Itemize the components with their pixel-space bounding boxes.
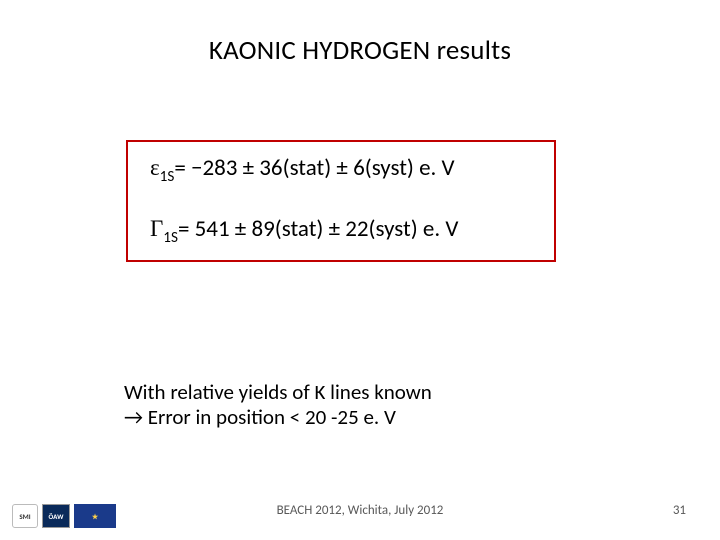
yield-note-line1: With relative yields of K lines known <box>124 380 432 405</box>
gamma-subscript: 1S <box>163 229 178 247</box>
slide-title: KAONIC HYDROGEN results <box>0 34 720 67</box>
page-number: 31 <box>673 503 686 518</box>
logo-smi: SMI <box>12 504 38 528</box>
yield-note-line2: → Error in position < 20 -25 e. V <box>124 405 432 430</box>
yield-note: With relative yields of K lines known → … <box>124 380 432 430</box>
gamma-value-text: = 541 ± 89(stat) ± 22(syst) e. V <box>178 215 458 243</box>
logo-oaw: ÖAW <box>42 504 70 528</box>
gamma-result-line: Γ1S= 541 ± 89(stat) ± 22(syst) e. V <box>150 215 458 247</box>
epsilon-value-text: = −283 ± 36(stat) ± 6(syst) e. V <box>174 154 454 182</box>
epsilon-subscript: 1S <box>160 168 175 186</box>
logo-eu: ★ <box>74 504 116 528</box>
logo-strip: SMI ÖAW ★ <box>12 504 116 528</box>
epsilon-symbol: ε <box>150 155 160 180</box>
epsilon-result-line: ε1S= −283 ± 36(stat) ± 6(syst) e. V <box>150 154 455 186</box>
gamma-symbol: Γ <box>150 216 163 241</box>
